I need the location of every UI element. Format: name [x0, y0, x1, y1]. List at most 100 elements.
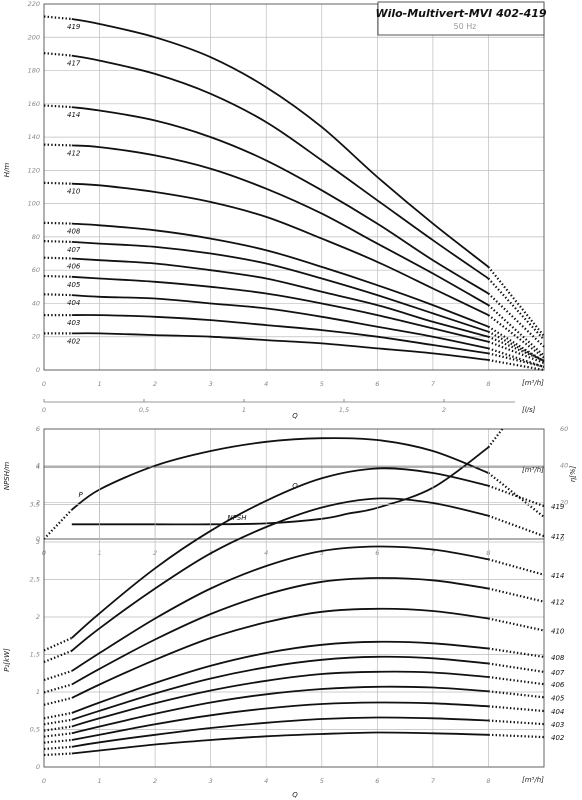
x-tick-label: 4 — [264, 380, 268, 388]
y-tick-label: 200 — [28, 33, 40, 41]
plot-frame — [43, 3, 545, 371]
curve-label-403: 403 — [67, 319, 80, 327]
curve-label-405: 405 — [551, 694, 565, 702]
y-tick-label: 4 — [36, 462, 40, 470]
head-chart: 0 1 2 3 4 5 6 7 80204060801001201401601802002200… — [28, 0, 545, 414]
curve-efficiency-start-ext — [43, 508, 73, 540]
curve-406-end-ext — [487, 335, 545, 362]
curve-label-414: 414 — [551, 572, 564, 580]
x-tick-label: 5 — [320, 380, 324, 388]
curve-410-start-ext — [43, 696, 73, 706]
x-tick-label: 3 — [209, 380, 213, 388]
curve-407-start-ext — [43, 718, 72, 726]
curve-label-412: 412 — [551, 599, 565, 607]
x-tick-label: 1 — [97, 777, 101, 785]
curve-label-efficiency: P — [78, 491, 83, 499]
plot-frame — [43, 466, 545, 768]
curve-label-419: 419 — [551, 503, 565, 511]
curve-417-end-ext — [487, 277, 545, 341]
curve-404 — [71, 294, 489, 350]
x-tick-label: 7 — [431, 777, 436, 785]
curve-405 — [71, 685, 489, 735]
curve-label-404: 404 — [551, 708, 564, 716]
curve-405-start-ext — [43, 732, 72, 738]
curve-410-start-ext — [43, 181, 72, 185]
curve-414 — [71, 106, 489, 295]
curve-npsh-end-ext — [487, 428, 504, 448]
curve-label-417: 417 — [67, 60, 81, 68]
curve-408-start-ext — [43, 221, 72, 225]
head-y-axis-label: H/m — [3, 163, 11, 178]
power-q-label: Q — [292, 791, 298, 799]
head-q-label: Q — [292, 412, 298, 420]
x-tick-label: 4 — [264, 777, 268, 785]
curve-label-406: 406 — [551, 681, 565, 689]
curve-label-407: 407 — [551, 669, 565, 677]
curve-label-414: 414 — [67, 111, 80, 119]
curve-410-end-ext — [488, 617, 545, 632]
curve-label-402: 402 — [551, 734, 565, 742]
curve-405-start-ext — [43, 274, 72, 278]
y-tick-label: 3 — [36, 538, 40, 546]
y-tick-label: 3,5 — [30, 501, 40, 509]
x-tick-label: 8 — [486, 380, 490, 388]
curve-402-end-ext — [488, 358, 545, 372]
curve-403 — [71, 716, 489, 748]
curve-419-end-ext — [487, 266, 545, 337]
y2-tick-label: 0 — [560, 535, 564, 543]
x-tick-label: 5 — [320, 777, 324, 785]
curve-404-end-ext — [488, 347, 545, 369]
curve-412-start-ext — [43, 683, 73, 694]
curve-efficiency — [71, 437, 489, 511]
x-tick-label: 8 — [486, 777, 490, 785]
curve-403-end-ext — [488, 352, 545, 368]
curve-407 — [71, 655, 489, 721]
curve-404-start-ext — [43, 293, 72, 297]
curve-label-402: 402 — [67, 337, 81, 345]
y-tick-label: 120 — [28, 166, 40, 174]
curve-419 — [71, 467, 489, 639]
chart-frequency: 50 Hz — [454, 22, 477, 31]
curve-414-start-ext — [43, 669, 73, 682]
curve-efficiency-end-ext — [487, 472, 545, 518]
curve-419 — [71, 18, 489, 268]
curve-407-start-ext — [43, 240, 72, 243]
x-tick-label: 3 — [209, 777, 213, 785]
y-tick-label: 140 — [28, 133, 40, 141]
x-tick-label: 6 — [375, 777, 379, 785]
y-tick-label: 0 — [36, 535, 40, 543]
curve-414-end-ext — [488, 558, 545, 576]
x-tick-label: 2 — [153, 777, 157, 785]
curve-406 — [71, 257, 489, 338]
secondary-x-tick-label: 1,5 — [339, 406, 349, 414]
curve-label-417: 417 — [551, 533, 565, 541]
y-tick-label: 0 — [36, 763, 40, 771]
curve-408-end-ext — [487, 325, 545, 363]
x-tick-label: 6 — [375, 380, 379, 388]
y-tick-label: 60 — [32, 266, 40, 274]
chart-title: Wilo-Multivert-MVI 402-419 — [375, 7, 546, 20]
curve-410 — [71, 607, 489, 699]
power-y-axis-label: P₂[kW] — [3, 648, 11, 672]
eta-y-axis-label: η[%] — [569, 465, 577, 482]
power-x-axis-label: [m³/h] — [522, 776, 544, 784]
curve-label-407: 407 — [67, 246, 81, 254]
y-tick-label: 40 — [32, 299, 40, 307]
curve-406-start-ext — [43, 725, 72, 732]
y-tick-label: 160 — [28, 100, 40, 108]
y2-tick-label: 40 — [560, 462, 568, 470]
curve-407 — [71, 241, 489, 333]
y-tick-label: 2,5 — [30, 576, 40, 584]
secondary-x-tick-label: 0 — [42, 406, 46, 414]
curve-419-end-ext — [488, 484, 545, 508]
y-tick-label: 20 — [32, 333, 40, 341]
curve-npsh — [71, 446, 489, 526]
y-tick-label: 180 — [28, 67, 40, 75]
y-tick-label: 100 — [28, 200, 40, 208]
y2-tick-label: 60 — [560, 425, 568, 433]
curve-label-404: 404 — [67, 299, 80, 307]
y-tick-label: 2 — [36, 498, 40, 506]
secondary-x-tick-label: 1 — [242, 406, 246, 414]
title-box: Wilo-Multivert-MVI 402-419 50 Hz — [375, 1, 547, 36]
head-x-axis-label-m3h: [m³/h] — [522, 379, 544, 387]
